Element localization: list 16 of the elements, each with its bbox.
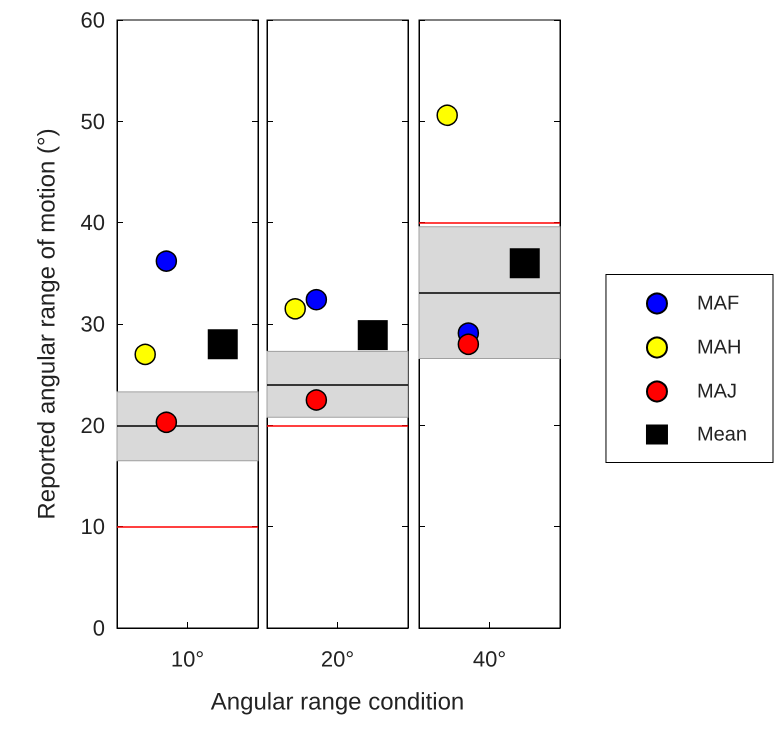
legend-label: Mean xyxy=(696,424,747,446)
y-tick-label: 20 xyxy=(80,412,105,438)
y-tick-label: 40 xyxy=(80,210,105,236)
y-tick-label: 50 xyxy=(80,108,105,134)
y-tick-label: 30 xyxy=(80,312,105,336)
x-tick-label: 10° xyxy=(170,646,204,672)
legend-label: MAJ xyxy=(696,380,737,402)
y-axis-title: Reported angular range of motion (°) xyxy=(34,128,60,520)
x-tick-label: 40° xyxy=(472,646,506,672)
legend-label: MAH xyxy=(696,336,742,358)
y-tick-label: 0 xyxy=(92,616,105,640)
y-tick-label: 60 xyxy=(80,8,105,32)
legend-label: MAF xyxy=(696,292,740,314)
y-tick-label: 10 xyxy=(80,514,105,540)
x-tick-label: 20° xyxy=(320,646,354,672)
x-axis-title: Angular range condition xyxy=(210,688,464,716)
